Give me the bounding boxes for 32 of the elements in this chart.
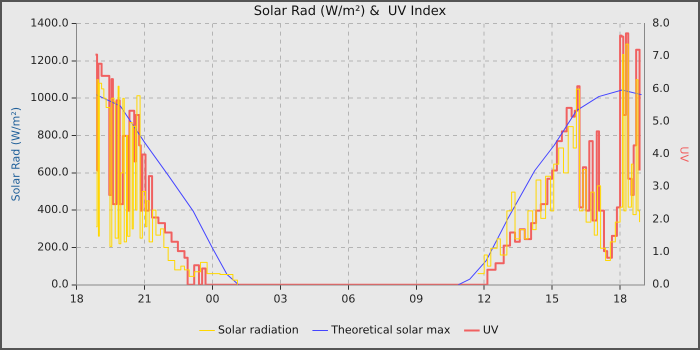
y-tick-label: 200.0 (37, 240, 69, 254)
x-tick-label: 21 (138, 292, 152, 306)
y-tick-label: 400.0 (37, 203, 69, 216)
chart-title: Solar Rad (W/m²) & UV Index (254, 4, 447, 20)
x-tick-label: 18 (613, 292, 628, 306)
legend-label: UV (482, 323, 499, 336)
y-tick-label: 600.0 (37, 166, 69, 179)
x-tick-label: 12 (477, 292, 492, 306)
legend-label: Theoretical solar max (330, 323, 451, 336)
x-tick-label: 00 (206, 292, 220, 306)
y-tick-label: 1200.0 (30, 54, 69, 67)
x-tick-label: 06 (341, 292, 356, 306)
x-tick-label: 15 (545, 292, 560, 306)
y2-tick-label: 2.0 (652, 212, 670, 226)
y2-tick-label: 5.0 (652, 114, 670, 128)
x-tick-label: 18 (70, 292, 84, 306)
y2-tick-label: 6.0 (652, 82, 670, 95)
y2-tick-label: 4.0 (652, 147, 670, 160)
y-tick-label: 1400.0 (30, 16, 69, 30)
y2-tick-label: 8.0 (652, 16, 670, 30)
legend-label: Solar radiation (218, 323, 299, 336)
x-tick-label: 03 (273, 292, 288, 306)
y-tick-label: 1000.0 (30, 91, 69, 104)
x-tick-label: 09 (409, 292, 424, 306)
y-tick-label: 0.0 (51, 278, 69, 291)
y2-tick-label: 7.0 (652, 49, 670, 62)
y2-tick-label: 3.0 (652, 180, 670, 193)
y2-tick-label: 0.0 (652, 278, 670, 291)
y-axis-title: Solar Rad (W/m²) (9, 106, 22, 202)
y-tick-label: 800.0 (37, 128, 69, 142)
y2-axis-title: UV (678, 146, 691, 162)
y2-tick-label: 1.0 (652, 245, 670, 258)
